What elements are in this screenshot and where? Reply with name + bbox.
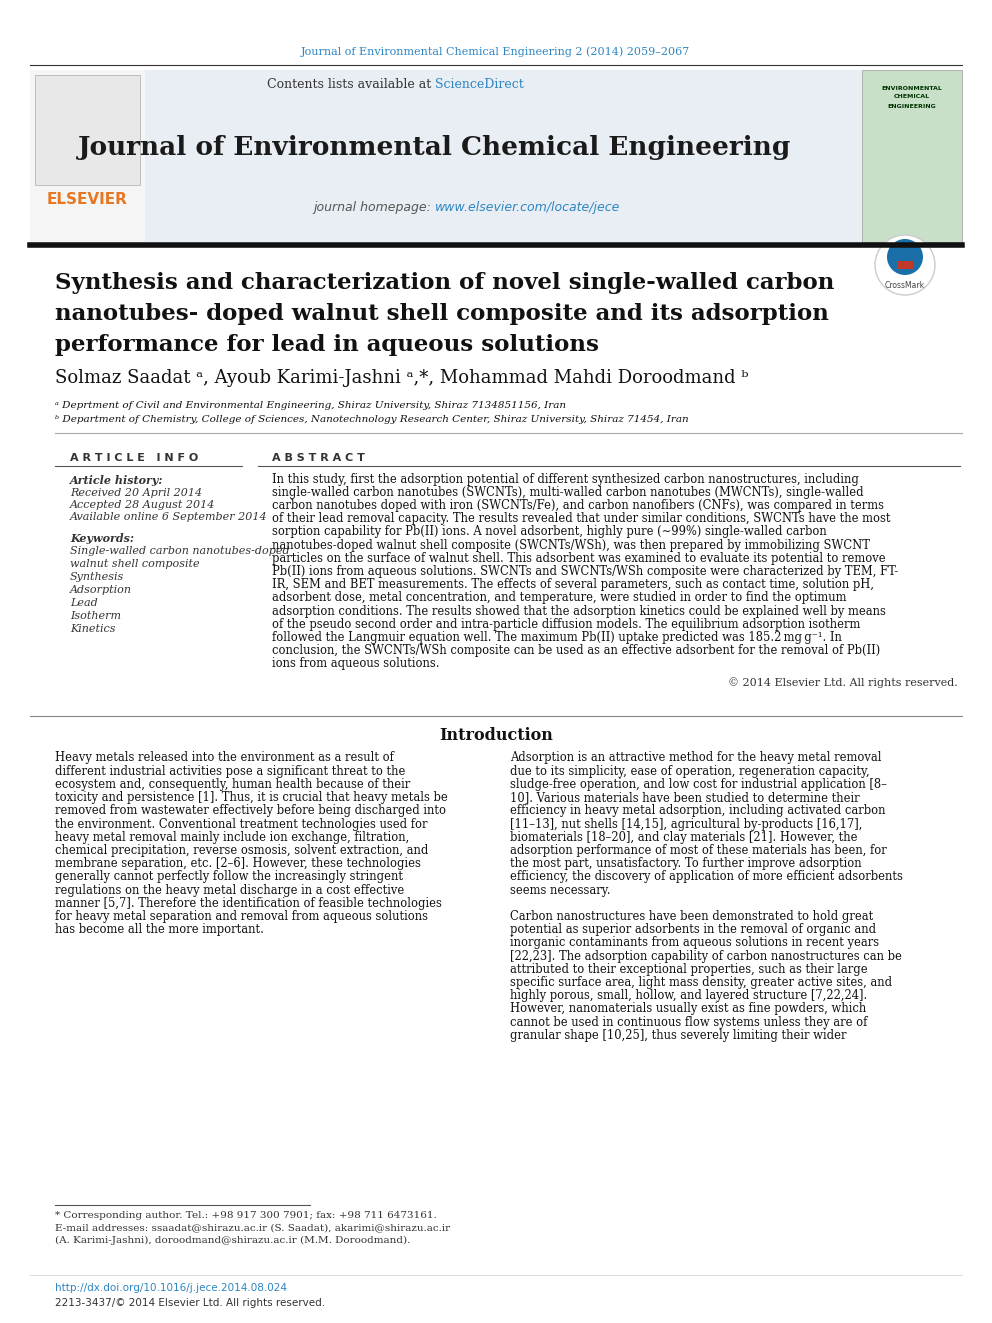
Text: Received 20 April 2014: Received 20 April 2014 <box>70 488 202 497</box>
Text: http://dx.doi.org/10.1016/j.jece.2014.08.024: http://dx.doi.org/10.1016/j.jece.2014.08… <box>55 1283 287 1293</box>
Text: heavy metal removal mainly include ion exchange, filtration,: heavy metal removal mainly include ion e… <box>55 831 410 844</box>
Text: membrane separation, etc. [2–6]. However, these technologies: membrane separation, etc. [2–6]. However… <box>55 857 421 871</box>
Text: adsorbent dose, metal concentration, and temperature, were studied in order to f: adsorbent dose, metal concentration, and… <box>272 591 846 605</box>
Text: [22,23]. The adsorption capability of carbon nanostructures can be: [22,23]. The adsorption capability of ca… <box>510 950 902 963</box>
Text: Isotherm: Isotherm <box>70 611 121 620</box>
Text: ᵃ Deprtment of Civil and Environmental Engineering, Shiraz University, Shiraz 71: ᵃ Deprtment of Civil and Environmental E… <box>55 401 566 410</box>
Text: ELSEVIER: ELSEVIER <box>47 193 127 208</box>
Text: has become all the more important.: has become all the more important. <box>55 923 264 937</box>
Bar <box>30 70 862 242</box>
Text: Contents lists available at: Contents lists available at <box>267 78 435 91</box>
Text: followed the Langmuir equation well. The maximum Pb(II) uptake predicted was 185: followed the Langmuir equation well. The… <box>272 631 842 644</box>
Text: (A. Karimi-Jashni), doroodmand@shirazu.ac.ir (M.M. Doroodmand).: (A. Karimi-Jashni), doroodmand@shirazu.a… <box>55 1236 411 1245</box>
Bar <box>897 261 913 269</box>
Text: E-mail addresses: ssaadat@shirazu.ac.ir (S. Saadat), akarimi@shirazu.ac.ir: E-mail addresses: ssaadat@shirazu.ac.ir … <box>55 1224 450 1233</box>
Text: granular shape [10,25], thus severely limiting their wider: granular shape [10,25], thus severely li… <box>510 1029 846 1041</box>
Text: Heavy metals released into the environment as a result of: Heavy metals released into the environme… <box>55 751 394 765</box>
Text: Article history:: Article history: <box>70 475 164 486</box>
Text: Synthesis and characterization of novel single-walled carbon: Synthesis and characterization of novel … <box>55 273 834 294</box>
Text: Introduction: Introduction <box>439 728 553 745</box>
Circle shape <box>887 239 923 275</box>
Text: 10]. Various materials have been studied to determine their: 10]. Various materials have been studied… <box>510 791 860 804</box>
Text: performance for lead in aqueous solutions: performance for lead in aqueous solution… <box>55 333 599 356</box>
Text: particles on the surface of walnut shell. This adsorbent was examined to evaluat: particles on the surface of walnut shell… <box>272 552 886 565</box>
Text: www.elsevier.com/locate/jece: www.elsevier.com/locate/jece <box>435 201 620 214</box>
Text: Kinetics: Kinetics <box>70 624 115 634</box>
Bar <box>35 75 140 185</box>
Text: cannot be used in continuous flow systems unless they are of: cannot be used in continuous flow system… <box>510 1016 867 1028</box>
Text: seems necessary.: seems necessary. <box>510 884 610 897</box>
Text: ENVIRONMENTAL: ENVIRONMENTAL <box>882 86 942 90</box>
Text: carbon nanotubes doped with iron (SWCNTs/Fe), and carbon nanofibers (CNFs), was : carbon nanotubes doped with iron (SWCNTs… <box>272 499 884 512</box>
Text: ENGINEERING: ENGINEERING <box>888 103 936 108</box>
Text: nanotubes-doped walnut shell composite (SWCNTs/WSh), was then prepared by immobi: nanotubes-doped walnut shell composite (… <box>272 538 870 552</box>
Text: the most part, unsatisfactory. To further improve adsorption: the most part, unsatisfactory. To furthe… <box>510 857 862 871</box>
Text: generally cannot perfectly follow the increasingly stringent: generally cannot perfectly follow the in… <box>55 871 403 884</box>
Text: A R T I C L E   I N F O: A R T I C L E I N F O <box>70 452 198 463</box>
Text: ScienceDirect: ScienceDirect <box>435 78 524 91</box>
Text: for heavy metal separation and removal from aqueous solutions: for heavy metal separation and removal f… <box>55 910 428 923</box>
Text: Accepted 28 August 2014: Accepted 28 August 2014 <box>70 500 215 509</box>
Text: attributed to their exceptional properties, such as their large: attributed to their exceptional properti… <box>510 963 868 975</box>
Text: IR, SEM and BET measurements. The effects of several parameters, such as contact: IR, SEM and BET measurements. The effect… <box>272 578 874 591</box>
Text: adsorption conditions. The results showed that the adsorption kinetics could be : adsorption conditions. The results showe… <box>272 605 886 618</box>
Text: © 2014 Elsevier Ltd. All rights reserved.: © 2014 Elsevier Ltd. All rights reserved… <box>728 677 958 688</box>
Bar <box>862 70 962 242</box>
Text: regulations on the heavy metal discharge in a cost effective: regulations on the heavy metal discharge… <box>55 884 405 897</box>
Text: chemical precipitation, reverse osmosis, solvent extraction, and: chemical precipitation, reverse osmosis,… <box>55 844 429 857</box>
Text: sorption capability for Pb(II) ions. A novel adsorbent, highly pure (∼99%) singl: sorption capability for Pb(II) ions. A n… <box>272 525 826 538</box>
Text: In this study, first the adsorption potential of different synthesized carbon na: In this study, first the adsorption pote… <box>272 472 859 486</box>
Text: due to its simplicity, ease of operation, regeneration capacity,: due to its simplicity, ease of operation… <box>510 765 870 778</box>
Text: Synthesis: Synthesis <box>70 572 124 582</box>
Text: highly porous, small, hollow, and layered structure [7,22,24].: highly porous, small, hollow, and layere… <box>510 990 867 1002</box>
Text: adsorption performance of most of these materials has been, for: adsorption performance of most of these … <box>510 844 887 857</box>
Text: Journal of Environmental Chemical Engineering 2 (2014) 2059–2067: Journal of Environmental Chemical Engine… <box>302 46 690 57</box>
Text: Solmaz Saadat ᵃ, Ayoub Karimi-Jashni ᵃ,*, Mohammad Mahdi Doroodmand ᵇ: Solmaz Saadat ᵃ, Ayoub Karimi-Jashni ᵃ,*… <box>55 369 749 388</box>
Text: different industrial activities pose a significant threat to the: different industrial activities pose a s… <box>55 765 406 778</box>
Text: inorganic contaminants from aqueous solutions in recent years: inorganic contaminants from aqueous solu… <box>510 937 879 950</box>
Text: However, nanomaterials usually exist as fine powders, which: However, nanomaterials usually exist as … <box>510 1003 866 1015</box>
Text: ᵇ Department of Chemistry, College of Sciences, Nanotechnology Research Center, : ᵇ Department of Chemistry, College of Sc… <box>55 414 688 423</box>
Text: efficiency in heavy metal adsorption, including activated carbon: efficiency in heavy metal adsorption, in… <box>510 804 886 818</box>
Text: toxicity and persistence [1]. Thus, it is crucial that heavy metals be: toxicity and persistence [1]. Thus, it i… <box>55 791 447 804</box>
Text: 2213-3437/© 2014 Elsevier Ltd. All rights reserved.: 2213-3437/© 2014 Elsevier Ltd. All right… <box>55 1298 325 1308</box>
Text: ions from aqueous solutions.: ions from aqueous solutions. <box>272 658 439 671</box>
Text: specific surface area, light mass density, greater active sites, and: specific surface area, light mass densit… <box>510 976 892 988</box>
Text: removed from wastewater effectively before being discharged into: removed from wastewater effectively befo… <box>55 804 446 818</box>
Text: walnut shell composite: walnut shell composite <box>70 560 199 569</box>
Text: efficiency, the discovery of application of more efficient adsorbents: efficiency, the discovery of application… <box>510 871 903 884</box>
Text: sludge-free operation, and low cost for industrial application [8–: sludge-free operation, and low cost for … <box>510 778 887 791</box>
Circle shape <box>875 235 935 295</box>
Text: Adsorption: Adsorption <box>70 585 132 595</box>
Text: [11–13], nut shells [14,15], agricultural by-products [16,17],: [11–13], nut shells [14,15], agricultura… <box>510 818 862 831</box>
Text: A B S T R A C T: A B S T R A C T <box>272 452 365 463</box>
Text: Single-walled carbon nanotubes-doped: Single-walled carbon nanotubes-doped <box>70 546 290 556</box>
Bar <box>30 70 145 242</box>
Text: ecosystem and, consequently, human health because of their: ecosystem and, consequently, human healt… <box>55 778 411 791</box>
Text: Keywords:: Keywords: <box>70 532 134 544</box>
Text: CHEMICAL: CHEMICAL <box>894 94 930 99</box>
Text: conclusion, the SWCNTs/WSh composite can be used as an effective adsorbent for t: conclusion, the SWCNTs/WSh composite can… <box>272 644 880 658</box>
Text: * Corresponding author. Tel.: +98 917 300 7901; fax: +98 711 6473161.: * Corresponding author. Tel.: +98 917 30… <box>55 1212 436 1221</box>
Text: of their lead removal capacity. The results revealed that under similar conditio: of their lead removal capacity. The resu… <box>272 512 891 525</box>
Text: Pb(II) ions from aqueous solutions. SWCNTs and SWCNTs/WSh composite were charact: Pb(II) ions from aqueous solutions. SWCN… <box>272 565 898 578</box>
Text: of the pseudo second order and intra-particle diffusion models. The equilibrium : of the pseudo second order and intra-par… <box>272 618 860 631</box>
Text: Carbon nanostructures have been demonstrated to hold great: Carbon nanostructures have been demonstr… <box>510 910 873 923</box>
Text: Available online 6 September 2014: Available online 6 September 2014 <box>70 512 268 523</box>
Text: potential as superior adsorbents in the removal of organic and: potential as superior adsorbents in the … <box>510 923 876 937</box>
Text: Adsorption is an attractive method for the heavy metal removal: Adsorption is an attractive method for t… <box>510 751 882 765</box>
Text: biomaterials [18–20], and clay materials [21]. However, the: biomaterials [18–20], and clay materials… <box>510 831 857 844</box>
Text: Lead: Lead <box>70 598 98 609</box>
Text: the environment. Conventional treatment technologies used for: the environment. Conventional treatment … <box>55 818 428 831</box>
Text: Journal of Environmental Chemical Engineering: Journal of Environmental Chemical Engine… <box>78 135 792 160</box>
Text: CrossMark: CrossMark <box>885 280 926 290</box>
Text: manner [5,7]. Therefore the identification of feasible technologies: manner [5,7]. Therefore the identificati… <box>55 897 441 910</box>
Text: journal homepage:: journal homepage: <box>313 201 435 214</box>
Text: single-walled carbon nanotubes (SWCNTs), multi-walled carbon nanotubes (MWCNTs),: single-walled carbon nanotubes (SWCNTs),… <box>272 486 864 499</box>
Text: nanotubes- doped walnut shell composite and its adsorption: nanotubes- doped walnut shell composite … <box>55 303 829 325</box>
